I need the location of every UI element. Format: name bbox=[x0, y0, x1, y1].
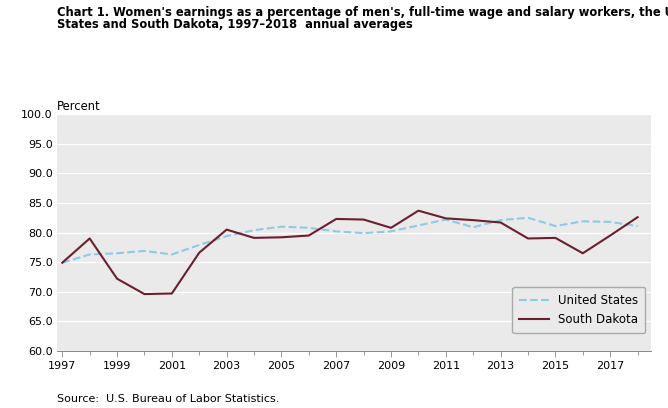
United States bbox=[496, 218, 504, 223]
South Dakota bbox=[359, 217, 367, 222]
Text: Chart 1. Women's earnings as a percentage of men's, full-time wage and salary wo: Chart 1. Women's earnings as a percentag… bbox=[57, 6, 668, 19]
South Dakota bbox=[551, 235, 559, 240]
South Dakota bbox=[58, 260, 66, 265]
United States bbox=[140, 248, 148, 253]
South Dakota bbox=[442, 216, 450, 221]
United States bbox=[606, 220, 614, 224]
United States bbox=[442, 217, 450, 222]
United States bbox=[578, 219, 587, 224]
South Dakota bbox=[277, 235, 285, 240]
South Dakota bbox=[195, 250, 203, 255]
United States bbox=[277, 224, 285, 229]
United States bbox=[359, 231, 367, 235]
United States bbox=[305, 225, 313, 230]
South Dakota bbox=[496, 220, 504, 225]
United States bbox=[250, 228, 258, 233]
United States bbox=[113, 251, 121, 256]
South Dakota bbox=[387, 225, 395, 230]
Legend: United States, South Dakota: United States, South Dakota bbox=[512, 287, 645, 333]
United States bbox=[633, 224, 641, 228]
South Dakota bbox=[469, 218, 477, 223]
South Dakota bbox=[140, 292, 148, 297]
South Dakota bbox=[578, 251, 587, 256]
United States bbox=[195, 242, 203, 247]
South Dakota bbox=[332, 217, 340, 222]
United States bbox=[469, 225, 477, 230]
Line: United States: United States bbox=[62, 218, 637, 263]
Text: Percent: Percent bbox=[57, 100, 100, 113]
Line: South Dakota: South Dakota bbox=[62, 211, 637, 294]
United States bbox=[524, 215, 532, 220]
South Dakota bbox=[633, 215, 641, 220]
South Dakota bbox=[250, 235, 258, 240]
South Dakota bbox=[86, 236, 94, 241]
United States bbox=[58, 260, 66, 265]
United States bbox=[551, 224, 559, 228]
South Dakota bbox=[305, 233, 313, 238]
South Dakota bbox=[524, 236, 532, 241]
United States bbox=[222, 234, 230, 239]
United States bbox=[86, 252, 94, 257]
United States bbox=[332, 229, 340, 234]
Text: Source:  U.S. Bureau of Labor Statistics.: Source: U.S. Bureau of Labor Statistics. bbox=[57, 394, 279, 404]
United States bbox=[414, 223, 422, 228]
South Dakota bbox=[414, 208, 422, 213]
South Dakota bbox=[222, 227, 230, 232]
United States bbox=[168, 252, 176, 257]
Text: States and South Dakota, 1997–2018  annual averages: States and South Dakota, 1997–2018 annua… bbox=[57, 18, 413, 31]
South Dakota bbox=[606, 233, 614, 238]
South Dakota bbox=[113, 276, 121, 281]
South Dakota bbox=[168, 291, 176, 296]
United States bbox=[387, 229, 395, 234]
